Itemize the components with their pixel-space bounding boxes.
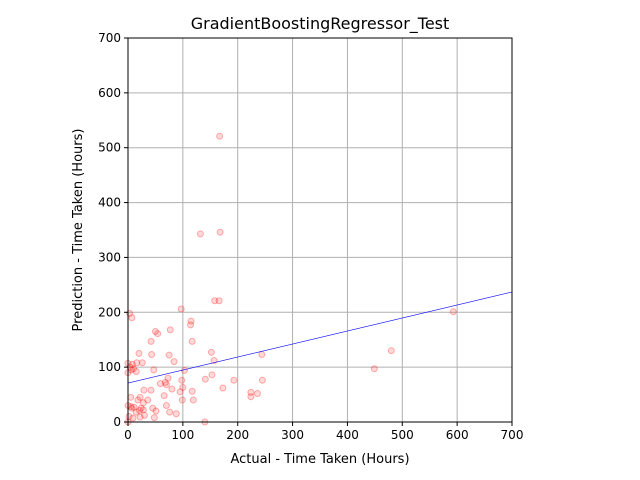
scatter-point — [253, 389, 261, 397]
scatter-point — [196, 230, 204, 238]
scatter-point — [176, 388, 184, 396]
y-tick-label: 300 — [98, 250, 121, 264]
y-tick-label: 100 — [98, 360, 121, 374]
y-tick-label: 500 — [98, 141, 121, 155]
scatter-point — [133, 359, 141, 367]
x-tick-label: 0 — [124, 428, 132, 442]
scatter-point — [201, 375, 209, 383]
scatter-point — [258, 376, 266, 384]
scatter-point — [177, 305, 185, 313]
scatter-point — [132, 408, 140, 416]
scatter-point — [211, 297, 219, 305]
scatter-point — [154, 330, 162, 338]
scatter-point — [149, 404, 157, 412]
x-tick-label: 300 — [281, 428, 304, 442]
scatter-point — [189, 396, 197, 404]
scatter-point — [178, 376, 186, 384]
scatter-point — [136, 413, 144, 421]
scatter-point — [165, 351, 173, 359]
y-tick-label: 200 — [98, 305, 121, 319]
scatter-point — [134, 396, 142, 404]
scatter-point — [166, 408, 174, 416]
scatter-point — [179, 383, 187, 391]
scatter-point — [136, 393, 144, 401]
scatter-point — [162, 381, 170, 389]
scatter-point — [148, 351, 156, 359]
chart-title: GradientBoostingRegressor_Test — [191, 14, 450, 34]
scatter-point — [188, 387, 196, 395]
scatter-point — [160, 392, 168, 400]
x-tick-label: 500 — [391, 428, 414, 442]
scatter-point — [258, 351, 266, 359]
scatter-point — [370, 365, 378, 373]
y-axis-ticks: 0 100 200 300 400 500 600 700 — [98, 31, 128, 429]
scatter-point — [387, 347, 395, 355]
scatter-point — [178, 396, 186, 404]
scatter-point — [156, 380, 164, 388]
scatter-point — [136, 406, 144, 414]
plot-frame — [127, 37, 513, 423]
scatter-point — [152, 407, 160, 415]
scatter-point — [150, 414, 158, 422]
scatter-point — [216, 228, 224, 236]
scatter-point — [128, 314, 136, 322]
scatter-point — [168, 385, 176, 393]
scatter-point — [166, 326, 174, 334]
y-tick-label: 700 — [98, 31, 121, 45]
scatter-point — [139, 406, 147, 414]
scatter-point — [144, 396, 152, 404]
x-axis-label: Actual - Time Taken (Hours) — [230, 452, 409, 467]
scatter-point — [147, 337, 155, 345]
x-tick-label: 200 — [226, 428, 249, 442]
x-tick-label: 600 — [446, 428, 469, 442]
scatter-point — [135, 349, 143, 357]
fit-line-group — [127, 291, 513, 384]
scatter-point — [247, 393, 255, 401]
scatter-point — [130, 403, 138, 411]
scatter-point — [151, 327, 159, 335]
scatter-point — [164, 374, 172, 382]
x-tick-label: 400 — [336, 428, 359, 442]
x-axis-ticks: 0 100 200 300 400 500 600 700 — [124, 422, 523, 442]
scatter-point — [215, 297, 223, 305]
scatter-point — [161, 379, 169, 387]
scatter-point — [127, 393, 135, 401]
y-tick-label: 0 — [113, 415, 121, 429]
scatter-point — [162, 402, 170, 410]
scatter-point — [208, 371, 216, 379]
scatter-point — [139, 399, 147, 407]
scatter-point — [150, 366, 158, 374]
scatter-point — [140, 386, 148, 394]
x-tick-label: 100 — [171, 428, 194, 442]
scatter-point — [147, 386, 155, 394]
scatter-point — [140, 411, 148, 419]
scatter-point — [137, 404, 145, 412]
scatter-point — [170, 358, 178, 366]
scatter-point — [138, 359, 146, 367]
y-tick-label: 400 — [98, 196, 121, 210]
scatter-point — [219, 384, 227, 392]
scatter-point — [449, 308, 457, 316]
data-points — [124, 132, 457, 426]
fit-line — [127, 291, 513, 384]
scatter-point — [132, 368, 140, 376]
grid-lines — [127, 37, 513, 423]
x-tick-label: 700 — [501, 428, 524, 442]
scatter-point — [128, 360, 136, 368]
y-axis-label: Prediction - Time Taken (Hours) — [71, 129, 86, 332]
scatter-point — [129, 414, 137, 422]
scatter-point — [129, 365, 137, 373]
scatter-point — [207, 348, 215, 356]
scatter-point — [128, 404, 136, 412]
scatter-point — [216, 132, 224, 140]
scatter-point — [187, 321, 195, 329]
scatter-point — [247, 388, 255, 396]
scatter-point — [188, 337, 196, 345]
scatter-point — [172, 410, 180, 418]
scatter-point — [230, 376, 238, 384]
y-tick-label: 600 — [98, 86, 121, 100]
scatter-point — [187, 317, 195, 325]
